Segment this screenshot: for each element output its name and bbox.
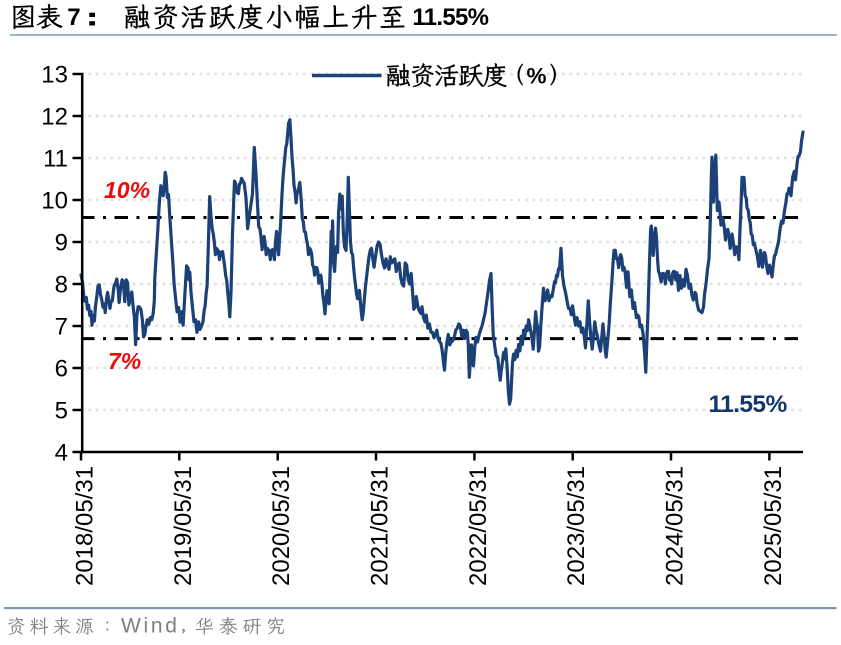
svg-text:11.55%: 11.55% (412, 4, 488, 31)
svg-text:2024/05/31: 2024/05/31 (662, 466, 689, 586)
svg-text:6: 6 (55, 356, 68, 383)
svg-text:9: 9 (55, 230, 68, 257)
svg-text:7: 7 (55, 314, 68, 341)
svg-text:2019/05/31: 2019/05/31 (170, 466, 197, 586)
svg-text:2020/05/31: 2020/05/31 (268, 466, 295, 586)
svg-text:2018/05/31: 2018/05/31 (72, 466, 99, 586)
svg-text:11: 11 (43, 146, 68, 173)
svg-text:%: % (527, 63, 547, 88)
svg-text:10%: 10% (104, 177, 150, 203)
svg-text:7%: 7% (108, 348, 141, 374)
svg-text:2025/05/31: 2025/05/31 (760, 466, 787, 586)
svg-text:2021/05/31: 2021/05/31 (367, 466, 394, 586)
svg-text:12: 12 (41, 104, 68, 131)
svg-text:4: 4 (55, 440, 68, 467)
svg-text:Wind: Wind (121, 614, 180, 637)
svg-text:2023/05/31: 2023/05/31 (563, 466, 590, 586)
svg-text:8: 8 (55, 272, 68, 299)
svg-text:2022/05/31: 2022/05/31 (465, 466, 492, 586)
svg-text:13: 13 (41, 62, 68, 89)
svg-text:5: 5 (55, 398, 68, 425)
svg-text:11.55%: 11.55% (709, 391, 788, 418)
svg-text:10: 10 (41, 188, 68, 215)
svg-text:7: 7 (67, 4, 80, 31)
